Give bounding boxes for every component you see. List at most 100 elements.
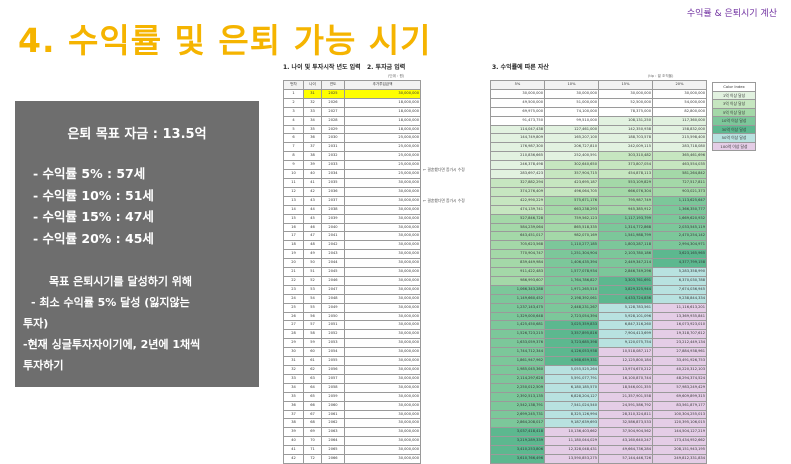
table-cell[interactable]: 2033: [321, 160, 345, 171]
table-cell[interactable]: 982,070,169: [544, 231, 599, 242]
table-cell[interactable]: 2,198,392,061: [544, 293, 599, 304]
table-cell[interactable]: 208,151,943,195: [652, 445, 707, 456]
table-cell[interactable]: 2029: [321, 124, 345, 135]
table-cell[interactable]: 54,000,000: [652, 97, 707, 108]
table-cell[interactable]: 303,310,482: [598, 151, 653, 162]
table-cell[interactable]: 57,983,249,429: [652, 382, 707, 393]
table-cell[interactable]: 2035: [321, 177, 345, 188]
table-cell[interactable]: 7,674,036,945: [652, 284, 707, 295]
table-cell[interactable]: 1,985,045,360: [490, 365, 545, 375]
table-cell[interactable]: 12: [283, 186, 304, 197]
table-cell[interactable]: 2055: [321, 356, 345, 366]
table-cell[interactable]: 69: [303, 427, 322, 438]
table-cell[interactable]: 18,000,000: [344, 124, 421, 135]
table-cell[interactable]: 3,623,165,965: [652, 249, 707, 260]
table-cell[interactable]: 1,541,988,799: [598, 231, 653, 242]
table-cell[interactable]: 327,882,294: [490, 177, 545, 188]
table-cell[interactable]: 1,861,947,962: [490, 356, 545, 366]
table-cell[interactable]: 42: [283, 454, 304, 464]
table-cell[interactable]: 14: [283, 204, 304, 215]
table-cell[interactable]: 2041: [321, 231, 345, 242]
table-cell[interactable]: 5,928,101,096: [598, 311, 653, 322]
table-cell[interactable]: 1,633,059,376: [490, 338, 545, 349]
table-cell[interactable]: 83,561,879,177: [652, 400, 707, 411]
table-cell[interactable]: 16,073,923,010: [652, 320, 707, 331]
table-cell[interactable]: 759,562,123: [544, 213, 599, 224]
table-cell[interactable]: 2,542,138,791: [490, 400, 545, 411]
table-cell[interactable]: 4,568,659,331: [544, 356, 599, 366]
table-cell[interactable]: 45: [303, 213, 322, 224]
table-cell[interactable]: 24: [283, 293, 304, 304]
table-cell[interactable]: 2065: [321, 445, 345, 456]
table-cell[interactable]: 5,055,525,264: [544, 365, 599, 375]
table-cell[interactable]: 2059: [321, 391, 345, 402]
table-cell[interactable]: 21: [283, 267, 304, 277]
table-cell[interactable]: 1,803,287,118: [598, 240, 653, 251]
table-cell[interactable]: 25,000,000: [344, 151, 421, 162]
table-cell[interactable]: 10,136,403,662: [544, 427, 599, 438]
table-cell[interactable]: 114,047,438: [490, 124, 545, 135]
table-cell[interactable]: 30,000,000: [344, 186, 421, 197]
table-cell[interactable]: 69,975,000: [490, 106, 545, 117]
table-cell[interactable]: 15: [283, 213, 304, 224]
table-cell[interactable]: 30,000,000: [344, 445, 421, 456]
table-cell[interactable]: 2028: [321, 115, 345, 126]
table-cell[interactable]: 3: [283, 106, 304, 117]
table-cell[interactable]: 2044: [321, 258, 345, 269]
table-cell[interactable]: 48: [303, 240, 322, 251]
table-cell[interactable]: 2063: [321, 427, 345, 438]
table-cell[interactable]: 51,000,000: [544, 97, 599, 108]
table-cell[interactable]: 19,318,707,612: [652, 329, 707, 340]
table-cell[interactable]: 43,160,640,247: [598, 436, 653, 447]
table-cell[interactable]: 1,744,712,344: [490, 347, 545, 358]
table-cell[interactable]: 65: [303, 391, 322, 402]
table-cell[interactable]: 28,310,324,811: [598, 409, 653, 420]
table-cell[interactable]: 1,406,435,394: [544, 258, 599, 269]
table-cell[interactable]: 663,238,293: [544, 204, 599, 215]
table-cell[interactable]: 2038: [321, 204, 345, 215]
table-cell[interactable]: 13,369,935,841: [652, 311, 707, 322]
table-cell[interactable]: 18,000,000: [344, 106, 421, 117]
table-cell[interactable]: 43: [303, 195, 322, 206]
table-cell[interactable]: 2039: [321, 213, 345, 224]
table-cell[interactable]: 49,500,000: [490, 97, 545, 108]
table-cell[interactable]: 4,126,053,938: [544, 347, 599, 358]
table-cell[interactable]: 3,025,359,833: [544, 320, 599, 331]
table-cell[interactable]: 2058: [321, 382, 345, 393]
table-cell[interactable]: 6,828,204,127: [544, 391, 599, 402]
table-cell[interactable]: 51: [303, 267, 322, 277]
table-cell[interactable]: 705,623,568: [490, 240, 545, 251]
table-cell[interactable]: 66: [303, 400, 322, 411]
table-cell[interactable]: 127,461,000: [544, 124, 599, 135]
table-cell[interactable]: 6,180,185,570: [544, 382, 599, 393]
table-cell[interactable]: 36: [283, 400, 304, 411]
table-cell[interactable]: 911,422,483: [490, 267, 545, 277]
table-cell[interactable]: 865,518,335: [544, 222, 599, 233]
table-cell[interactable]: 34: [303, 115, 322, 126]
table-cell[interactable]: 1,425,450,681: [490, 320, 545, 331]
table-cell[interactable]: 373,807,054: [598, 160, 653, 171]
table-cell[interactable]: 1,251,304,904: [544, 249, 599, 260]
table-cell[interactable]: 5: [283, 124, 304, 135]
table-cell[interactable]: 30,000,000: [344, 418, 421, 429]
table-cell[interactable]: 21,357,901,558: [598, 391, 653, 402]
table-cell[interactable]: 1,526,723,215: [490, 329, 545, 340]
table-cell[interactable]: 34: [283, 382, 304, 393]
table-cell[interactable]: 2047: [321, 284, 345, 295]
table-cell[interactable]: 24,591,586,792: [598, 400, 653, 411]
table-cell[interactable]: 58: [303, 329, 322, 340]
table-cell[interactable]: 30,000,000: [344, 373, 421, 384]
table-cell[interactable]: 2052: [321, 329, 345, 340]
table-cell[interactable]: 18,546,001,355: [598, 382, 653, 393]
table-cell[interactable]: 188,703,578: [598, 133, 653, 144]
table-cell[interactable]: 67: [303, 409, 322, 420]
table-cell[interactable]: 57,144,446,726: [598, 454, 653, 464]
table-cell[interactable]: 7,904,413,699: [598, 329, 653, 340]
table-cell[interactable]: 8: [283, 151, 304, 162]
table-cell[interactable]: 39: [283, 427, 304, 438]
table-cell[interactable]: 173,434,952,662: [652, 436, 707, 447]
table-cell[interactable]: 283,697,423: [490, 169, 545, 179]
table-cell[interactable]: 38: [303, 151, 322, 162]
table-cell[interactable]: 527,846,728: [490, 213, 545, 224]
table-cell[interactable]: 2064: [321, 436, 345, 447]
